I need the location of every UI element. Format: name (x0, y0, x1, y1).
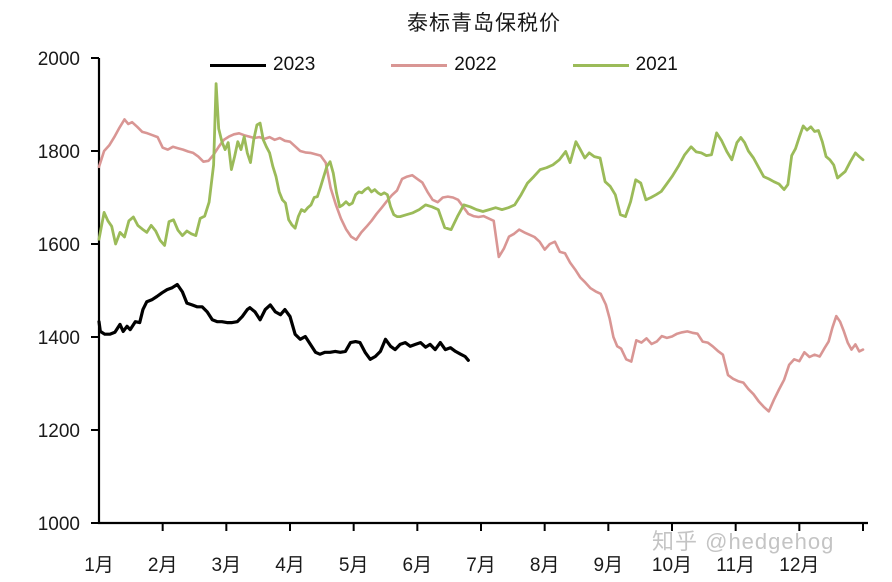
x-axis-tick-label: 5月 (339, 555, 369, 576)
watermark: 知乎 @hedgehog (652, 529, 835, 554)
y-axis-tick-label: 2000 (38, 49, 80, 70)
series-line-2021 (97, 82, 865, 247)
x-axis-tick-label: 3月 (212, 555, 242, 576)
legend-swatch-2021 (572, 63, 629, 67)
x-axis-tick-label: 9月 (594, 555, 624, 576)
legend-label-2022: 2022 (454, 54, 497, 75)
series-line-2022 (97, 118, 865, 413)
y-axis-tick-label: 1000 (38, 514, 80, 535)
legend-swatch-2022 (391, 63, 448, 67)
y-axis-tick-label: 1400 (38, 328, 80, 349)
x-axis-tick-label: 7月 (466, 555, 496, 576)
x-axis-tick-label: 4月 (275, 555, 305, 576)
x-axis-tick-label: 11月 (716, 555, 755, 576)
x-axis-tick-label: 1月 (84, 555, 114, 576)
legend-label-2021: 2021 (635, 54, 678, 75)
series-line-2023 (97, 282, 470, 362)
chart-legend: 2023 2022 2021 (210, 54, 678, 76)
legend-label-2023: 2023 (273, 54, 316, 75)
legend-item-2022: 2022 (391, 54, 497, 76)
x-axis-tick-label: 12月 (779, 555, 819, 576)
chart-title: 泰标青岛保税价 (407, 12, 561, 35)
x-axis-tick-label: 10月 (652, 555, 692, 576)
x-axis-tick-label: 2月 (148, 555, 178, 576)
x-axis-tick-label: 6月 (403, 555, 433, 576)
y-axis-tick-label: 1800 (38, 142, 80, 163)
y-axis-tick-label: 1200 (38, 421, 80, 442)
legend-item-2023: 2023 (210, 54, 315, 76)
x-axis-tick-label: 8月 (530, 555, 560, 576)
legend-swatch-2023 (210, 63, 266, 67)
legend-item-2021: 2021 (572, 54, 678, 76)
y-axis-tick-label: 1600 (38, 235, 80, 256)
